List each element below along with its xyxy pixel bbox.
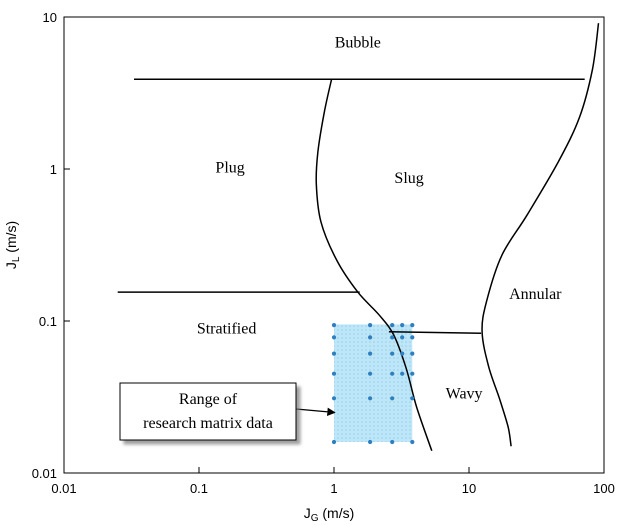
regime-label-layer: Bubble Plug Slug Annular Stratified Wavy — [197, 35, 562, 403]
x-axis-ticks: 0.01 0.1 1 10 100 — [51, 467, 615, 496]
x-tick-label: 0.1 — [190, 481, 208, 496]
wavy-boundary — [388, 330, 482, 335]
data-point — [410, 396, 415, 401]
data-point — [400, 371, 405, 376]
plug-slug-boundary — [315, 79, 433, 452]
region-label-plug: Plug — [215, 159, 244, 176]
data-point — [368, 323, 373, 328]
data-point-layer — [331, 323, 415, 445]
slug-annular-boundary — [481, 23, 600, 447]
region-label-slug: Slug — [394, 170, 423, 187]
data-point — [368, 371, 373, 376]
x-axis-label-subscript: G — [311, 513, 319, 524]
data-point — [368, 396, 373, 401]
data-point — [331, 323, 337, 328]
research-range-texture — [334, 324, 413, 442]
y-tick-label: 0.1 — [39, 314, 57, 329]
x-axis-label: JG (m/s) — [304, 505, 355, 524]
data-point — [400, 335, 405, 340]
research-range-layer — [334, 324, 413, 442]
data-point — [331, 396, 337, 401]
data-point — [368, 439, 373, 445]
data-point — [400, 323, 405, 328]
x-tick-label: 0.01 — [51, 481, 76, 496]
data-point — [410, 351, 415, 356]
data-point — [390, 323, 395, 328]
data-point — [331, 371, 337, 376]
callout-box — [119, 382, 297, 441]
data-point — [410, 335, 415, 340]
y-tick-label: 10 — [43, 10, 57, 25]
data-point — [331, 439, 337, 445]
callout-arrow — [295, 407, 336, 417]
y-axis-label-base: J — [3, 262, 19, 269]
data-point — [410, 371, 415, 376]
y-axis-label-unit: (m/s) — [3, 221, 19, 257]
data-point — [410, 323, 415, 328]
x-tick-label: 1 — [330, 481, 337, 496]
region-label-wavy: Wavy — [446, 385, 483, 402]
callout-line-1: Range of — [179, 391, 238, 408]
region-label-stratified: Stratified — [197, 320, 257, 337]
region-label-annular: Annular — [509, 286, 562, 303]
data-point — [390, 371, 395, 376]
region-label-bubble: Bubble — [335, 35, 381, 52]
data-point — [390, 396, 395, 401]
research-range-callout: Range of research matrix data — [119, 382, 336, 441]
data-point — [331, 335, 337, 340]
y-axis-label-subscript: L — [11, 256, 22, 262]
data-point — [390, 335, 395, 340]
y-axis-label: JL (m/s) — [3, 221, 22, 269]
callout-line-2: research matrix data — [143, 415, 273, 432]
y-axis-ticks: 0.01 0.1 1 10 — [32, 10, 70, 481]
x-tick-label: 100 — [593, 481, 615, 496]
x-axis-label-unit: (m/s) — [319, 505, 355, 521]
regime-boundary-layer — [117, 23, 600, 452]
data-point — [410, 439, 415, 445]
x-tick-label: 10 — [462, 481, 476, 496]
y-tick-label: 1 — [50, 162, 57, 177]
data-point — [368, 335, 373, 340]
data-point — [331, 351, 337, 356]
x-axis-label-base: J — [304, 505, 311, 521]
data-point — [400, 351, 405, 356]
y-tick-label: 0.01 — [32, 466, 57, 481]
data-point — [390, 351, 395, 356]
data-point — [368, 351, 373, 356]
data-point — [390, 439, 395, 445]
